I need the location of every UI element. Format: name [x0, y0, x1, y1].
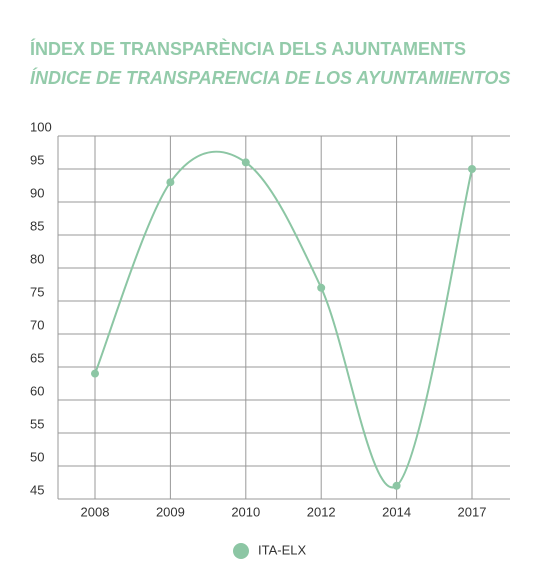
line — [94, 150, 473, 489]
x-tick-label: 2010 — [231, 504, 260, 519]
x-tick-label: 2014 — [382, 504, 411, 519]
x-tick-label: 2012 — [307, 504, 336, 519]
y-tick-label: 80 — [30, 251, 44, 266]
y-tick-label: 100 — [30, 119, 52, 134]
y-tick-label: 75 — [30, 284, 44, 299]
y-tick-label: 65 — [30, 350, 44, 365]
y-tick-label: 95 — [30, 152, 44, 167]
x-tick-label: 2008 — [81, 504, 110, 519]
legend-label: ITA-ELX — [258, 542, 306, 557]
point — [468, 165, 476, 173]
y-tick-label: 60 — [30, 383, 44, 398]
point — [241, 158, 250, 167]
y-tick-label: 85 — [30, 218, 44, 233]
y-tick-label: 70 — [30, 317, 44, 332]
y-tick-label: 90 — [30, 185, 44, 200]
chart-subtitle: ÍNDICE DE TRANSPARENCIA DE LOS AYUNTAMIE… — [30, 67, 510, 88]
point — [317, 283, 326, 292]
y-tick-label: 45 — [30, 482, 44, 497]
legend-marker — [233, 543, 249, 559]
x-tick-label: 2017 — [458, 504, 487, 519]
x-tick-label: 2009 — [156, 504, 185, 519]
y-tick-label: 50 — [30, 449, 44, 464]
chart-title: ÍNDEX DE TRANSPARÈNCIA DELS AJUNTAMENTS — [30, 38, 466, 59]
point — [392, 481, 401, 490]
point — [91, 369, 99, 378]
y-tick-label: 55 — [30, 416, 44, 431]
point — [166, 178, 175, 187]
